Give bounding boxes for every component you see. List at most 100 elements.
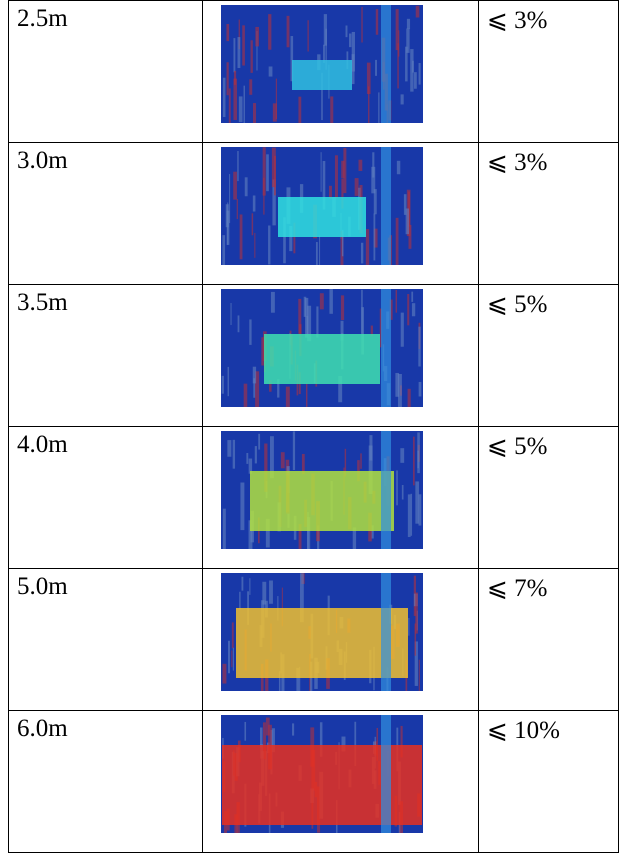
depth-noise bbox=[237, 315, 239, 332]
depth-noise bbox=[228, 88, 230, 123]
depth-noise bbox=[330, 96, 333, 123]
depth-noise bbox=[236, 199, 237, 219]
depth-noise bbox=[231, 650, 232, 667]
depth-noise bbox=[418, 494, 421, 525]
image-cell bbox=[202, 143, 478, 285]
depth-noise bbox=[413, 437, 415, 486]
depth-noise bbox=[410, 494, 411, 536]
depth-noise bbox=[292, 723, 294, 735]
depth-side bbox=[381, 573, 391, 691]
depth-noise bbox=[323, 14, 326, 46]
depth-map bbox=[221, 431, 423, 549]
accuracy-cell: ⩽ 5% bbox=[478, 285, 618, 427]
depth-noise bbox=[237, 151, 238, 181]
distance: 3.5m bbox=[17, 289, 68, 316]
depth-noise bbox=[400, 448, 404, 463]
depth-noise bbox=[349, 34, 351, 48]
depth-near bbox=[278, 197, 366, 237]
depth-noise bbox=[372, 152, 374, 177]
depth-noise bbox=[255, 27, 259, 46]
depth-noise bbox=[222, 664, 226, 684]
depth-noise bbox=[270, 292, 274, 313]
accuracy: ⩽ 10% bbox=[487, 717, 560, 744]
table-row: 3.0m⩽ 3% bbox=[9, 143, 619, 285]
depth-noise bbox=[418, 660, 419, 691]
depth-noise bbox=[233, 38, 235, 72]
depth-noise bbox=[411, 292, 413, 302]
depth-noise bbox=[249, 79, 252, 94]
depth-noise bbox=[232, 648, 233, 671]
depth-map bbox=[221, 289, 423, 407]
depth-noise bbox=[222, 235, 225, 265]
depth-noise bbox=[375, 9, 377, 35]
depth-noise bbox=[272, 103, 276, 121]
depth-noise bbox=[268, 66, 272, 76]
depth-noise bbox=[319, 236, 320, 265]
depth-noise bbox=[263, 178, 264, 215]
depth-noise bbox=[285, 387, 289, 407]
depth-noise bbox=[400, 313, 403, 347]
depth-noise bbox=[345, 25, 347, 37]
image-cell bbox=[202, 1, 478, 143]
depth-noise bbox=[403, 194, 406, 215]
depth-noise bbox=[354, 178, 358, 196]
depth-noise bbox=[396, 161, 399, 174]
depth-noise bbox=[237, 37, 240, 68]
depth-noise bbox=[407, 494, 410, 537]
depth-noise bbox=[407, 389, 410, 407]
depth-noise bbox=[243, 384, 247, 407]
depth-noise bbox=[233, 79, 237, 120]
distance: 3.0m bbox=[17, 147, 68, 174]
depth-noise bbox=[231, 622, 233, 648]
image-cell bbox=[202, 569, 478, 711]
image-cell bbox=[202, 427, 478, 569]
depth-noise bbox=[365, 229, 368, 265]
depth-noise bbox=[378, 92, 379, 123]
depth-noise bbox=[226, 24, 229, 41]
distance-cell: 2.5m bbox=[9, 1, 203, 143]
depth-noise bbox=[239, 214, 242, 259]
depth-noise bbox=[360, 243, 362, 264]
distance: 4.0m bbox=[17, 431, 68, 458]
depth-noise bbox=[395, 218, 398, 265]
depth-map bbox=[221, 5, 423, 123]
depth-noise bbox=[254, 233, 255, 258]
depth-noise bbox=[307, 20, 308, 51]
depth-noise bbox=[246, 453, 248, 464]
table-row: 6.0m⩽ 10% bbox=[9, 711, 619, 853]
depth-noise bbox=[415, 6, 419, 18]
depth-side bbox=[381, 5, 391, 123]
accuracy-table: 2.5m⩽ 3%3.0m⩽ 3%3.5m⩽ 5%4.0m⩽ 5%5.0m⩽ 7%… bbox=[8, 0, 619, 853]
depth-noise bbox=[252, 367, 255, 384]
distance: 5.0m bbox=[17, 573, 68, 600]
depth-noise bbox=[411, 303, 414, 316]
depth-noise bbox=[408, 618, 409, 636]
depth-noise bbox=[269, 580, 273, 603]
depth-noise bbox=[397, 43, 398, 88]
depth-noise bbox=[227, 440, 231, 457]
depth-near bbox=[250, 471, 394, 531]
accuracy-cell: ⩽ 10% bbox=[478, 711, 618, 853]
depth-noise bbox=[233, 172, 237, 200]
depth-side bbox=[381, 715, 391, 833]
depth-noise bbox=[298, 299, 301, 334]
depth-noise bbox=[395, 290, 396, 313]
depth-noise bbox=[415, 593, 418, 634]
depth-noise bbox=[406, 19, 409, 29]
depth-near bbox=[222, 745, 422, 825]
depth-noise bbox=[253, 103, 256, 123]
depth-noise bbox=[250, 40, 252, 73]
depth-noise bbox=[316, 242, 318, 265]
depth-noise bbox=[230, 303, 231, 325]
depth-noise bbox=[240, 483, 244, 531]
depth-noise bbox=[400, 94, 403, 104]
depth-noise bbox=[222, 509, 225, 549]
depth-noise bbox=[406, 29, 409, 53]
depth-noise bbox=[361, 290, 363, 334]
depth-noise bbox=[373, 189, 376, 214]
depth-noise bbox=[358, 160, 362, 171]
image-cell bbox=[202, 711, 478, 853]
depth-noise bbox=[239, 592, 240, 610]
accuracy: ⩽ 7% bbox=[487, 575, 548, 602]
depth-noise bbox=[221, 376, 223, 394]
